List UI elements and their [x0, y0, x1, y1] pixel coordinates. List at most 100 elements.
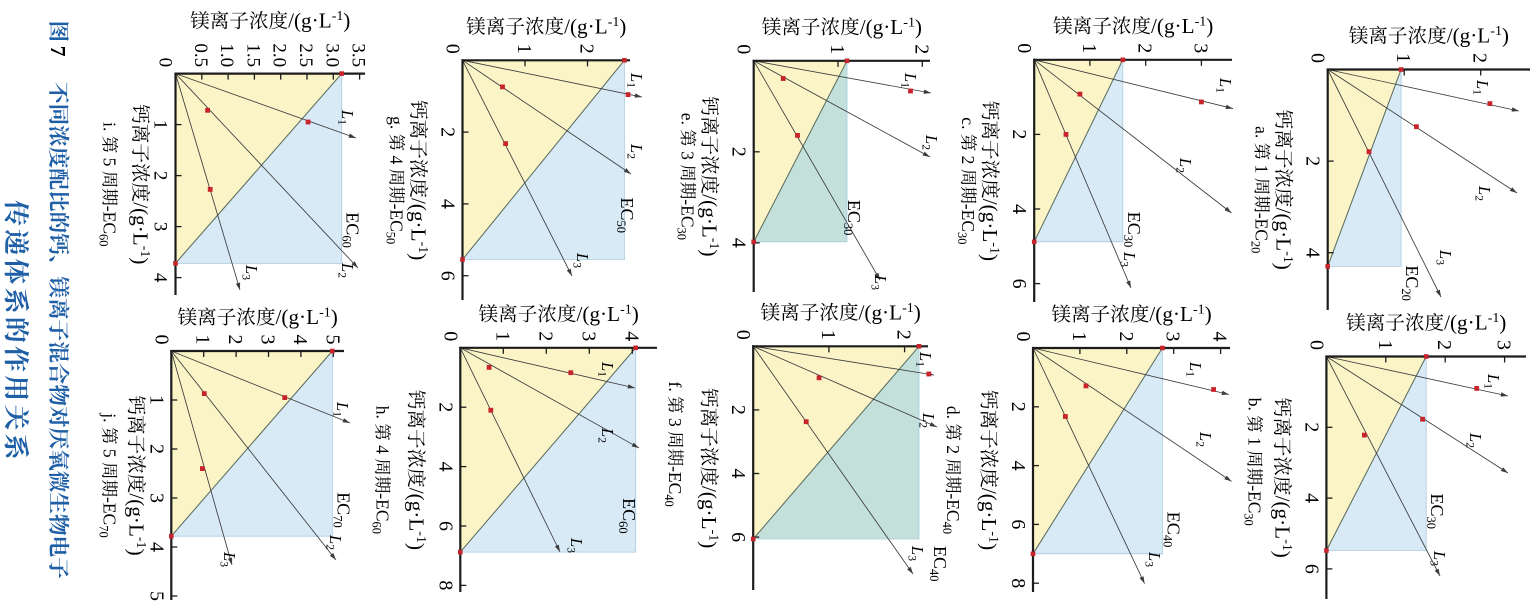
- svg-text:): ): [632, 302, 639, 326]
- svg-text:2: 2: [958, 151, 978, 169]
- svg-text:c.: c.: [958, 117, 978, 134]
- svg-text:60: 60: [369, 522, 383, 535]
- svg-text:30: 30: [1241, 513, 1255, 526]
- svg-text:3: 3: [577, 331, 599, 341]
- svg-text:1: 1: [1244, 433, 1264, 451]
- svg-text:L3: L3: [1434, 249, 1456, 265]
- svg-text:EC30: EC30: [841, 200, 864, 236]
- svg-text:3.5: 3.5: [348, 43, 369, 67]
- svg-text:0: 0: [442, 44, 464, 54]
- svg-text:1: 1: [826, 44, 848, 54]
- svg-text:30: 30: [955, 232, 969, 245]
- svg-text:50: 50: [384, 232, 398, 245]
- svg-text:L1: L1: [1482, 373, 1504, 389]
- svg-text:2: 2: [534, 331, 556, 341]
- svg-text:/(g·L: /(g·L: [1447, 24, 1491, 48]
- svg-text:L2: L2: [625, 143, 647, 159]
- svg-text:L2: L2: [1174, 157, 1196, 173]
- svg-text:-1: -1: [608, 15, 620, 30]
- svg-text:3: 3: [257, 335, 279, 345]
- svg-text:L3: L3: [218, 551, 240, 567]
- svg-text:1: 1: [1392, 53, 1414, 63]
- svg-text:L1: L1: [1214, 77, 1236, 93]
- svg-text:L2: L2: [1473, 185, 1495, 201]
- svg-text:2: 2: [893, 330, 915, 340]
- svg-text:-EC: -EC: [100, 206, 120, 234]
- svg-text:/(g·L: /(g·L: [124, 493, 148, 537]
- svg-text:0: 0: [733, 44, 755, 54]
- svg-text:): ): [1205, 302, 1212, 326]
- svg-text:L3: L3: [1143, 551, 1165, 567]
- svg-text:): ): [129, 257, 153, 264]
- svg-text:4: 4: [1300, 493, 1322, 503]
- svg-text:/(g·L: /(g·L: [288, 9, 332, 33]
- svg-text:1.5: 1.5: [242, 43, 263, 67]
- svg-text:0.5: 0.5: [190, 43, 211, 67]
- svg-text:): ): [915, 15, 922, 39]
- svg-text:): ): [331, 305, 338, 329]
- svg-text:2: 2: [1302, 156, 1324, 166]
- svg-text:): ): [914, 300, 921, 324]
- svg-text:): ): [1272, 263, 1296, 270]
- svg-text:/(g·L: /(g·L: [977, 488, 1001, 532]
- svg-text:4: 4: [434, 462, 456, 472]
- svg-text:): ): [1502, 24, 1509, 48]
- svg-text:3: 3: [145, 493, 167, 503]
- svg-text:2: 2: [434, 402, 456, 412]
- svg-text:g.: g.: [387, 116, 407, 134]
- svg-text:8: 8: [434, 580, 456, 590]
- svg-text:1: 1: [491, 331, 513, 341]
- svg-text:L2: L2: [920, 134, 942, 150]
- svg-text:1.0: 1.0: [216, 43, 237, 67]
- svg-text:40: 40: [662, 494, 676, 507]
- svg-text:L3: L3: [571, 252, 593, 268]
- svg-text:EC20: EC20: [1399, 265, 1422, 301]
- svg-text:60: 60: [97, 234, 111, 247]
- svg-text:-1: -1: [1193, 303, 1205, 318]
- svg-text:/(g·L: /(g·L: [697, 486, 721, 530]
- svg-text:0: 0: [150, 335, 172, 345]
- svg-text:4: 4: [728, 238, 750, 248]
- svg-text:-EC: -EC: [1244, 485, 1264, 513]
- svg-text:/(g·L: /(g·L: [1151, 14, 1195, 38]
- svg-text:L2: L2: [324, 534, 346, 550]
- svg-text:2: 2: [1115, 332, 1137, 342]
- svg-text:/(g·L: /(g·L: [978, 199, 1002, 243]
- svg-text:-1: -1: [1279, 539, 1294, 551]
- svg-text:L1: L1: [1471, 79, 1493, 95]
- svg-text:2: 2: [728, 147, 750, 157]
- svg-text:d.: d.: [943, 406, 963, 424]
- svg-text:2.0: 2.0: [269, 43, 290, 67]
- svg-text:EC50: EC50: [614, 198, 637, 234]
- svg-text:-EC: -EC: [678, 199, 698, 227]
- svg-text:6: 6: [1007, 519, 1029, 529]
- svg-text:4: 4: [1209, 332, 1231, 342]
- svg-text:0: 0: [1012, 332, 1034, 342]
- svg-text:5: 5: [99, 445, 119, 463]
- svg-text:): ): [698, 250, 722, 257]
- svg-text:): ): [619, 14, 626, 38]
- svg-text:L1: L1: [625, 72, 647, 88]
- svg-text:/(g·L: /(g·L: [698, 194, 722, 238]
- svg-text:-1: -1: [620, 302, 632, 317]
- svg-text:L3: L3: [869, 274, 891, 290]
- svg-text:0: 0: [732, 330, 754, 340]
- svg-text:7: 7: [46, 46, 70, 57]
- svg-text:L3: L3: [906, 545, 928, 561]
- svg-text:2.5: 2.5: [295, 43, 316, 67]
- svg-text:1: 1: [145, 395, 167, 405]
- svg-text:i.: i.: [100, 122, 120, 136]
- svg-text:/(g·L: /(g·L: [404, 488, 428, 532]
- svg-text:3.0: 3.0: [321, 43, 342, 67]
- svg-text:-1: -1: [415, 242, 430, 254]
- svg-text:1: 1: [1068, 332, 1090, 342]
- svg-text:40: 40: [940, 522, 954, 535]
- svg-text:-1: -1: [706, 530, 721, 542]
- svg-text:-1: -1: [987, 242, 1002, 254]
- svg-text:-1: -1: [137, 246, 152, 258]
- svg-text:/(g·L: /(g·L: [564, 14, 608, 38]
- svg-text:e.: e.: [678, 113, 698, 130]
- svg-text:5: 5: [321, 335, 343, 345]
- svg-text:-1: -1: [1490, 24, 1502, 39]
- svg-text:4: 4: [387, 151, 407, 169]
